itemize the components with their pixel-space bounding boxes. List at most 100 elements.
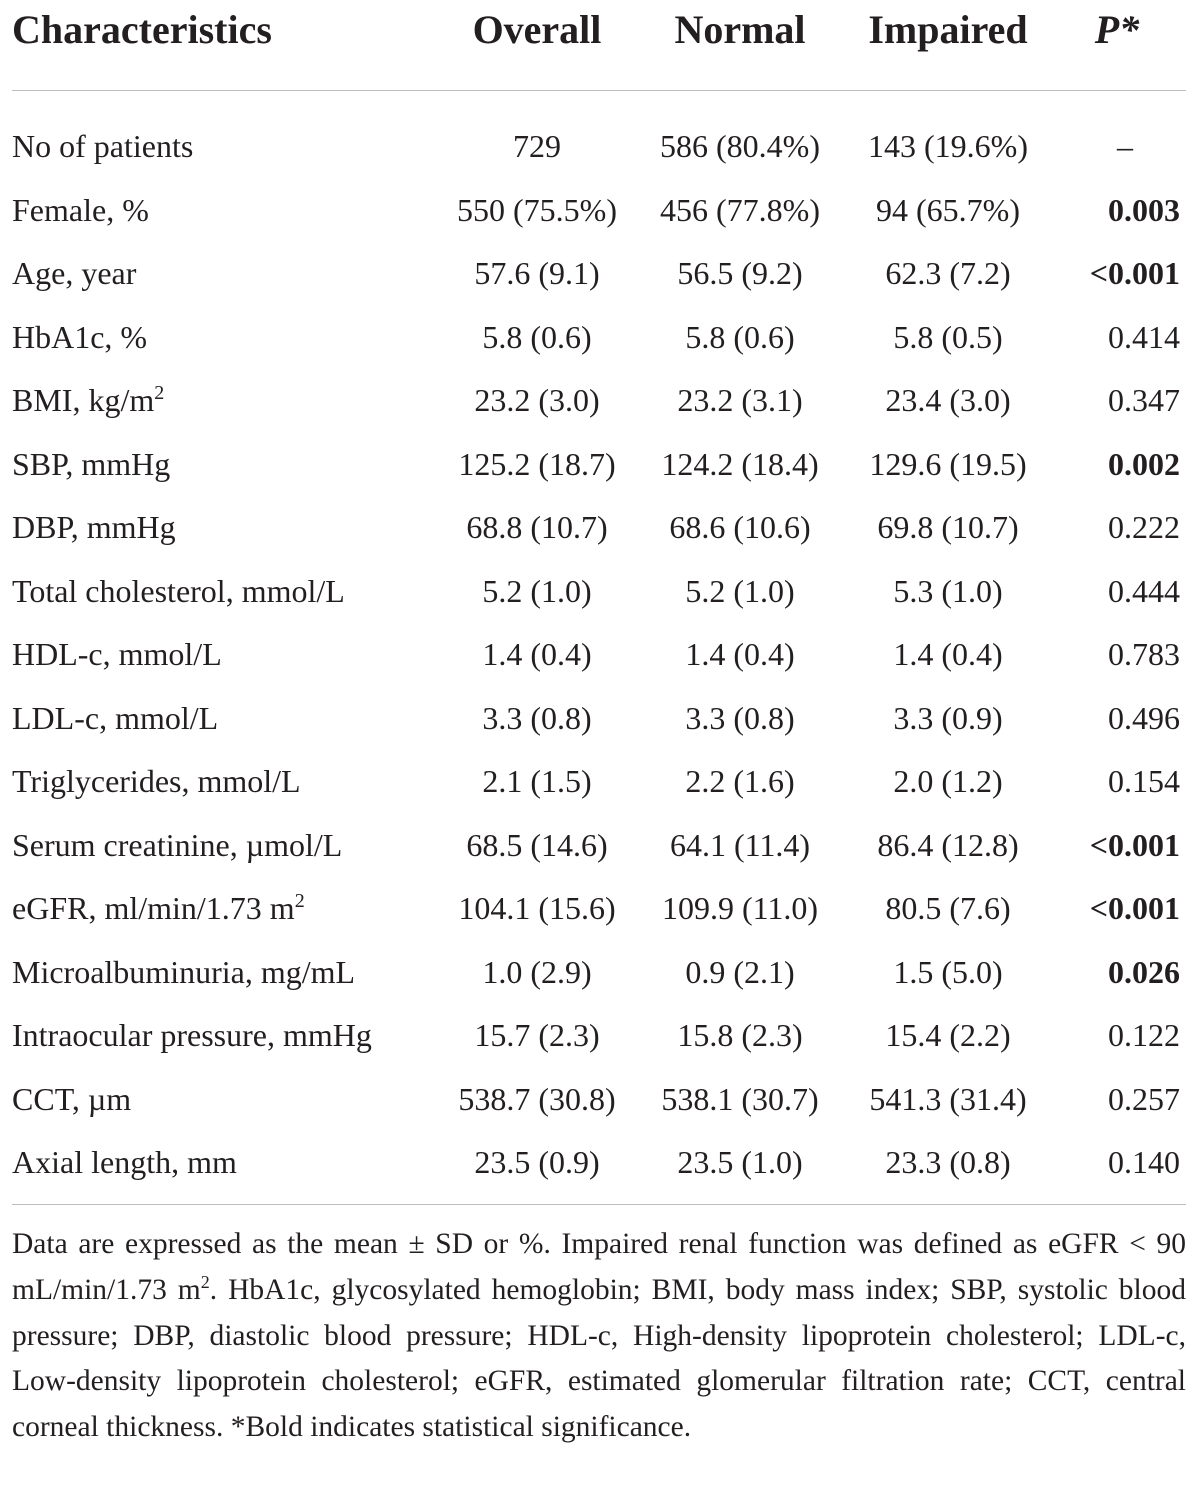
row-label-text: SBP, mmHg xyxy=(12,445,171,482)
cell-impaired: 5.8 (0.5) xyxy=(893,318,1003,355)
row-label-text: CCT, µm xyxy=(12,1080,132,1117)
footnote-superscript: 2 xyxy=(200,1271,210,1292)
cell-p-value: 0.154 xyxy=(1108,763,1180,800)
row-label-text: Female, % xyxy=(12,191,149,228)
header-impaired: Impaired xyxy=(868,7,1028,52)
row-label: SBP, mmHg xyxy=(12,433,442,497)
cell-overall: 23.2 (3.0) xyxy=(474,382,600,419)
cell-impaired: 62.3 (7.2) xyxy=(885,255,1011,292)
cell-p-value: – xyxy=(1117,128,1133,165)
cell-p-value: 0.003 xyxy=(1108,191,1180,228)
row-label: eGFR, ml/min/1.73 m2 xyxy=(12,877,442,941)
cell-p-value: 0.414 xyxy=(1108,318,1180,355)
cell-overall: 5.8 (0.6) xyxy=(482,318,592,355)
row-label-text: No of patients xyxy=(12,128,194,165)
cell-normal: 538.1 (30.7) xyxy=(661,1080,819,1117)
cell-impaired: 1.5 (5.0) xyxy=(893,953,1003,990)
cell-impaired: 23.4 (3.0) xyxy=(885,382,1011,419)
cell-impaired: 15.4 (2.2) xyxy=(885,1017,1011,1054)
row-label-text: Serum creatinine, µmol/L xyxy=(12,826,343,863)
cell-p-value: 0.122 xyxy=(1108,1017,1180,1054)
header-rule xyxy=(12,76,1186,91)
header-normal: Normal xyxy=(674,7,806,52)
row-label: BMI, kg/m2 xyxy=(12,369,442,433)
row-label-text: BMI, kg/m xyxy=(12,382,155,419)
cell-overall: 68.8 (10.7) xyxy=(466,509,608,546)
cell-overall: 729 xyxy=(513,128,561,165)
cell-normal: 124.2 (18.4) xyxy=(661,445,819,482)
cell-overall: 125.2 (18.7) xyxy=(458,445,616,482)
cell-impaired: 3.3 (0.9) xyxy=(893,699,1003,736)
table-row: Age, year 57.6 (9.1) 56.5 (9.2) 62.3 (7.2) <… xyxy=(12,242,1186,306)
characteristics-table: Characteristics Overall Normal Impaired … xyxy=(12,0,1186,1195)
table-row: No of patients 729 586 (80.4%) 143 (19.6%) – xyxy=(12,115,1186,179)
table-row: Microalbuminuria, mg/mL 1.0 (2.9) 0.9 (2.1… xyxy=(12,941,1186,1005)
row-label-text: Total cholesterol, mmol/L xyxy=(12,572,345,609)
table-row: Serum creatinine, µmol/L 68.5 (14.6) 64.1 … xyxy=(12,814,1186,878)
table-row: SBP, mmHg 125.2 (18.7) 124.2 (18.4) 129.6 (… xyxy=(12,433,1186,497)
row-label: Axial length, mm xyxy=(12,1131,442,1195)
row-label: Microalbuminuria, mg/mL xyxy=(12,941,442,1005)
cell-normal: 109.9 (11.0) xyxy=(661,890,819,927)
table-row: HDL-c, mmol/L 1.4 (0.4) 1.4 (0.4) 1.4 (0.4)… xyxy=(12,623,1186,687)
cell-p-value: 0.347 xyxy=(1108,382,1180,419)
row-label: CCT, µm xyxy=(12,1068,442,1132)
footnote-text-part1: Data are expressed as the mean ± SD or %… xyxy=(12,1228,1186,1306)
cell-impaired: 129.6 (19.5) xyxy=(869,445,1027,482)
row-label-text: LDL-c, mmol/L xyxy=(12,699,219,736)
cell-overall: 57.6 (9.1) xyxy=(474,255,600,292)
cell-overall: 1.4 (0.4) xyxy=(482,636,592,673)
cell-p-value: 0.222 xyxy=(1108,509,1180,546)
cell-impaired: 80.5 (7.6) xyxy=(885,890,1011,927)
row-label: Female, % xyxy=(12,179,442,243)
cell-normal: 23.5 (1.0) xyxy=(677,1144,803,1181)
header-overall: Overall xyxy=(472,7,602,52)
row-label-text: HbA1c, % xyxy=(12,318,148,355)
row-label-text: eGFR, ml/min/1.73 m xyxy=(12,890,295,927)
row-label: DBP, mmHg xyxy=(12,496,442,560)
row-label-text: HDL-c, mmol/L xyxy=(12,636,222,673)
row-label: Triglycerides, mmol/L xyxy=(12,750,442,814)
cell-overall: 2.1 (1.5) xyxy=(482,763,592,800)
cell-impaired: 86.4 (12.8) xyxy=(877,826,1019,863)
cell-overall: 1.0 (2.9) xyxy=(482,953,592,990)
cell-normal: 456 (77.8%) xyxy=(660,191,820,228)
row-label: HbA1c, % xyxy=(12,306,442,370)
table-row: DBP, mmHg 68.8 (10.7) 68.6 (10.6) 69.8 (10.… xyxy=(12,496,1186,560)
row-label-text: Microalbuminuria, mg/mL xyxy=(12,953,356,990)
cell-overall: 538.7 (30.8) xyxy=(458,1080,616,1117)
table-row: Axial length, mm 23.5 (0.9) 23.5 (1.0) 23.3… xyxy=(12,1131,1186,1195)
header-characteristics: Characteristics xyxy=(12,7,272,52)
row-label-superscript: 2 xyxy=(154,382,165,405)
cell-impaired: 23.3 (0.8) xyxy=(885,1144,1011,1181)
row-label-text: Axial length, mm xyxy=(12,1144,237,1181)
row-label: LDL-c, mmol/L xyxy=(12,687,442,751)
table-row: Intraocular pressure, mmHg 15.7 (2.3) 15.8… xyxy=(12,1004,1186,1068)
characteristics-table-container: Characteristics Overall Normal Impaired … xyxy=(12,0,1186,1195)
table-row: Female, % 550 (75.5%) 456 (77.8%) 94 (65.7%… xyxy=(12,179,1186,243)
cell-p-value: 0.140 xyxy=(1108,1144,1180,1181)
cell-impaired: 541.3 (31.4) xyxy=(869,1080,1027,1117)
table-row: Total cholesterol, mmol/L 5.2 (1.0) 5.2 (1… xyxy=(12,560,1186,624)
cell-normal: 23.2 (3.1) xyxy=(677,382,803,419)
header-p-value: P* xyxy=(1094,7,1140,52)
cell-p-value: 0.257 xyxy=(1108,1080,1180,1117)
cell-p-value: 0.444 xyxy=(1108,572,1180,609)
row-label: Total cholesterol, mmol/L xyxy=(12,560,442,624)
cell-p-value: <0.001 xyxy=(1089,890,1180,927)
cell-overall: 68.5 (14.6) xyxy=(466,826,608,863)
cell-p-value: 0.496 xyxy=(1108,699,1180,736)
cell-overall: 15.7 (2.3) xyxy=(474,1017,600,1054)
table-bottom-rule xyxy=(12,1204,1186,1205)
footnote-text-part2: . HbA1c, glycosylated hemoglobin; BMI, b… xyxy=(12,1273,1187,1444)
cell-impaired: 143 (19.6%) xyxy=(868,128,1028,165)
cell-normal: 64.1 (11.4) xyxy=(669,826,811,863)
cell-normal: 3.3 (0.8) xyxy=(685,699,795,736)
row-label: No of patients xyxy=(12,115,442,179)
table-footnote: Data are expressed as the mean ± SD or %… xyxy=(12,1222,1186,1451)
row-label: Age, year xyxy=(12,242,442,306)
cell-overall: 104.1 (15.6) xyxy=(458,890,616,927)
table-body: No of patients 729 586 (80.4%) 143 (19.6%) –… xyxy=(12,115,1186,1195)
table-row: eGFR, ml/min/1.73 m2 104.1 (15.6) 109.9 (1… xyxy=(12,877,1186,941)
table-row: Triglycerides, mmol/L 2.1 (1.5) 2.2 (1.6) 2… xyxy=(12,750,1186,814)
